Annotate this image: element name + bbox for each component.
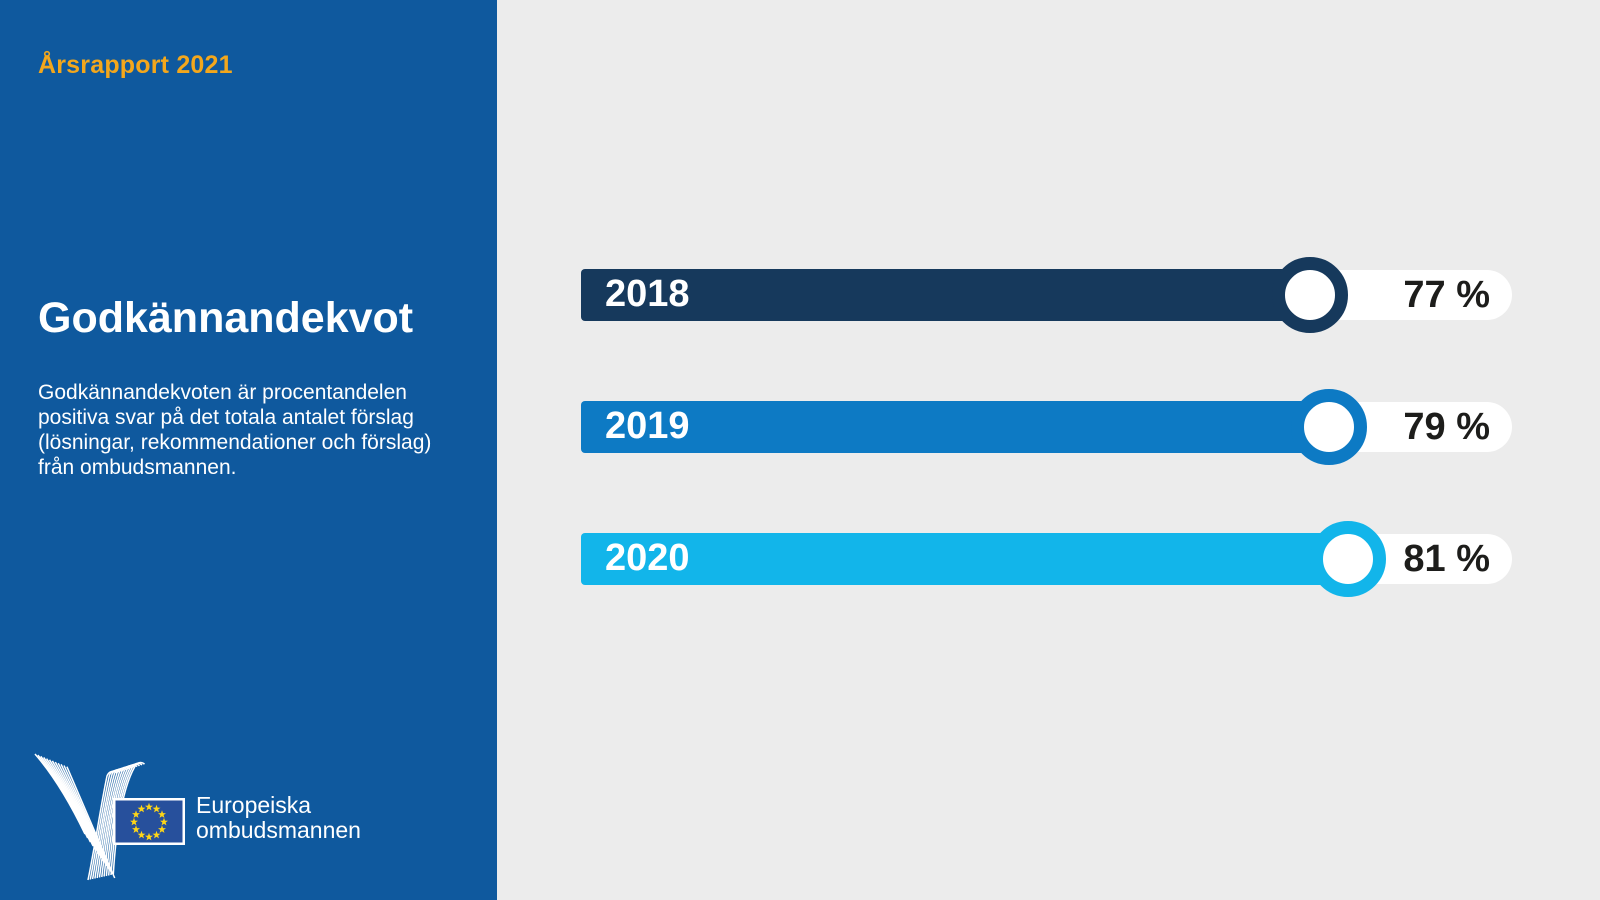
approval-rate-chart: 77 % 2018 79 % 2019 81 % 2020 — [581, 257, 1512, 597]
bar-end-knob — [1272, 257, 1348, 333]
bar-row-2019: 79 % 2019 — [581, 389, 1512, 465]
bar-end-knob — [1310, 521, 1386, 597]
bar-category-label: 2019 — [605, 405, 690, 447]
org-name-line2: ombudsmannen — [196, 817, 361, 843]
bar-value-label: 79 % — [1403, 405, 1490, 448]
eu-flag-icon — [113, 798, 185, 845]
report-label: Årsrapport 2021 — [38, 51, 233, 79]
org-name-line1: Europeiska — [196, 792, 312, 818]
bar-category-label: 2020 — [605, 537, 690, 579]
bar-2018: 2018 — [581, 269, 1310, 321]
bar-row-2020: 81 % 2020 — [581, 521, 1512, 597]
description-text: Godkännandekvoten är procentandelen posi… — [38, 381, 432, 479]
org-name: Europeiska ombudsmannen — [196, 793, 361, 843]
bar-row-2018: 77 % 2018 — [581, 257, 1512, 333]
bar-value-label: 81 % — [1403, 537, 1490, 580]
page-title: Godkännandekvot — [38, 294, 414, 342]
bird-icon — [34, 753, 146, 881]
bar-2019: 2019 — [581, 401, 1329, 453]
sidebar: Årsrapport 2021 Godkännandekvot Godkänna… — [0, 0, 497, 900]
bar-2020: 2020 — [581, 533, 1348, 585]
bar-value-label: 77 % — [1403, 273, 1490, 316]
bar-category-label: 2018 — [605, 273, 690, 315]
ombudsman-logo: Europeiska ombudsmannen — [0, 735, 497, 900]
bar-end-knob — [1291, 389, 1367, 465]
